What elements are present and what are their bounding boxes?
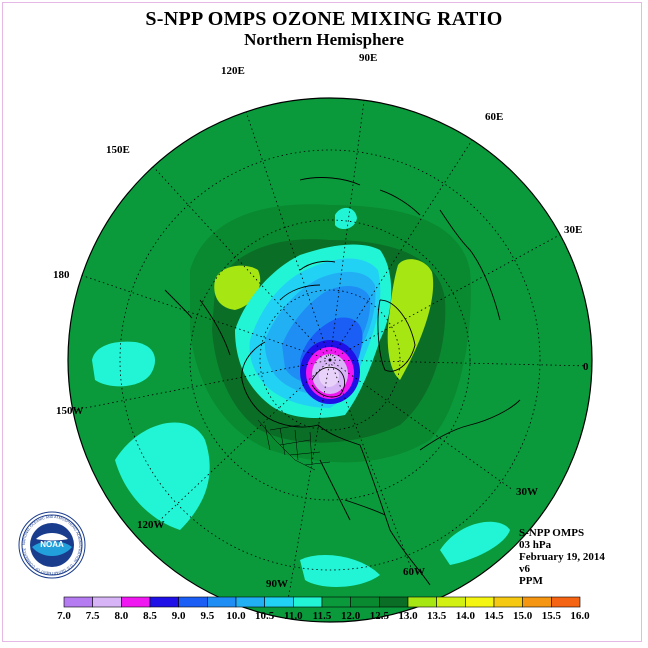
colorbar-cell	[379, 596, 409, 608]
info-units: PPM	[519, 575, 543, 587]
contour-cyan-south	[115, 422, 210, 530]
lon-label: 90W	[266, 578, 288, 590]
colorbar-tick-label: 15.0	[513, 610, 533, 622]
colorbar-tick-label: 13.5	[427, 610, 447, 622]
colorbar-tick-label: 12.0	[341, 610, 361, 622]
contour-lavender-core	[319, 365, 339, 387]
logo-text: NOAA	[40, 540, 64, 549]
lon-label: 180	[53, 269, 70, 281]
colorbar-cell	[207, 596, 237, 608]
page-title: S-NPP OMPS OZONE MIXING RATIO	[145, 8, 503, 30]
colorbar-tick-label: 12.5	[370, 610, 390, 622]
lon-label: 150E	[106, 144, 130, 156]
colorbar-tick-label: 11.5	[313, 610, 332, 622]
lon-label: 30W	[516, 486, 538, 498]
colorbar-cell	[264, 596, 294, 608]
colorbar-cell	[293, 596, 323, 608]
lon-label: 60E	[485, 111, 503, 123]
colorbar-cell	[465, 596, 495, 608]
colorbar-tick-label: 15.5	[542, 610, 562, 622]
colorbar-cells	[63, 596, 581, 608]
lon-label: 150W	[56, 405, 84, 417]
noaa-logo-icon: NATIONAL OCEANIC AND ATMOSPHERIC ADMINIS…	[18, 511, 86, 579]
colorbar-tick-label: 14.0	[456, 610, 476, 622]
colorbar-tick-label: 9.0	[172, 610, 186, 622]
lon-label: 120W	[137, 519, 165, 531]
colorbar-tick-labels: 7.0 7.5 8.0 8.5 9.0 9.5 10.0 10.5 11.0 11.5 12.0 12…	[57, 610, 590, 622]
colorbar-tick-label: 10.5	[255, 610, 275, 622]
colorbar-cell	[407, 596, 437, 608]
colorbar-tick-label: 7.0	[57, 610, 71, 622]
colorbar-tick-label: 8.0	[114, 610, 128, 622]
colorbar-cell	[436, 596, 466, 608]
contour-cyan-topcenter	[335, 207, 357, 230]
colorbar-tick-label: 14.5	[484, 610, 504, 622]
colorbar-tick-label: 11.0	[284, 610, 303, 622]
colorbar-tick-label: 8.5	[143, 610, 157, 622]
page-subtitle: Northern Hemisphere	[244, 30, 404, 49]
colorbar-cell	[178, 596, 208, 608]
contour-cyan-bottom	[300, 555, 380, 587]
coastlines	[164, 177, 521, 586]
info-instrument: S-NPP OMPS	[519, 527, 585, 539]
colorbar-cell	[522, 596, 552, 608]
colorbar-cell	[92, 596, 122, 608]
map-border	[67, 97, 593, 623]
info-version: v6	[519, 563, 530, 575]
lon-label: 120E	[221, 65, 245, 77]
colorbar-tick-label: 13.0	[398, 610, 418, 622]
colorbar-cell	[321, 596, 351, 608]
info-date: February 19, 2014	[519, 551, 605, 563]
us-canada-borders	[257, 419, 331, 471]
contour-lime-siberia	[214, 265, 261, 310]
colorbar-cell	[350, 596, 380, 608]
longitude-labels: 90E 60E 30E 0 30W 60W 90W 120W 150W 180 …	[53, 52, 589, 590]
colorbar-cell	[121, 596, 151, 608]
colorbar-tick-label: 10.0	[226, 610, 246, 622]
lon-label: 30E	[564, 224, 582, 236]
colorbar-cell	[493, 596, 523, 608]
contour-cyan-pacific	[92, 341, 155, 387]
lon-label: 90E	[359, 52, 377, 64]
figure-border	[2, 2, 642, 642]
lon-label: 60W	[403, 566, 425, 578]
info-level: 03 hPa	[519, 539, 552, 551]
colorbar-tick-label: 16.0	[570, 610, 590, 622]
lon-label: 0	[583, 361, 589, 373]
colorbar-cell	[63, 596, 93, 608]
graticule	[71, 98, 592, 601]
colorbar-cell	[551, 596, 581, 608]
colorbar-tick-label: 7.5	[86, 610, 100, 622]
contour-cyan-lowerright	[440, 521, 510, 565]
colorbar-tick-label: 9.5	[200, 610, 214, 622]
colorbar-cell	[149, 596, 179, 608]
colorbar-cell	[235, 596, 265, 608]
